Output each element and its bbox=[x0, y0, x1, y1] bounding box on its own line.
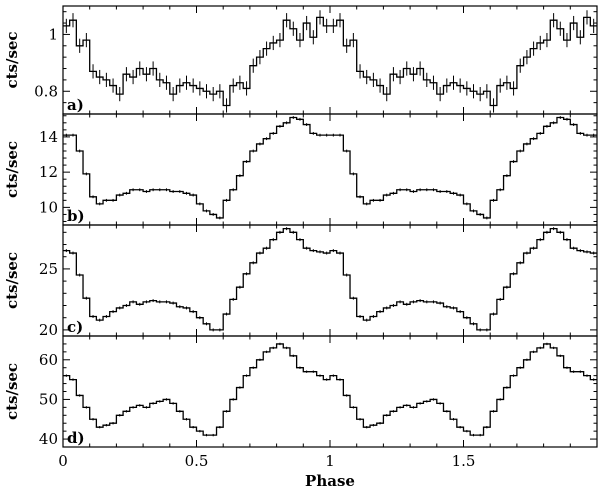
panel-label: c) bbox=[67, 318, 83, 336]
chart-panels: 0.8 1 a) cts/sec 10 12 14 b) cts/sec 20 25 c) cts/se… bbox=[3, 5, 598, 448]
y-axis-label: cts/sec bbox=[3, 252, 21, 309]
y-tick-label: 10 bbox=[39, 198, 58, 216]
x-axis-label: Phase bbox=[305, 472, 355, 489]
light-curve-step bbox=[63, 228, 597, 331]
y-tick-label: 0.8 bbox=[34, 82, 58, 100]
panel-frame bbox=[62, 113, 598, 226]
y-tick-label: 25 bbox=[39, 260, 58, 278]
panel-label: b) bbox=[67, 207, 85, 225]
y-tick-label: 50 bbox=[39, 390, 58, 408]
panel-3: 40 50 60 d) cts/sec bbox=[3, 335, 598, 448]
panel-frame bbox=[62, 224, 598, 337]
y-axis-label: cts/sec bbox=[3, 31, 21, 88]
y-tick-label: 60 bbox=[39, 351, 58, 369]
panel-1: 10 12 14 b) cts/sec bbox=[3, 113, 598, 226]
y-tick-label: 14 bbox=[39, 128, 58, 146]
y-axis-label: cts/sec bbox=[3, 363, 21, 420]
panel-frame bbox=[62, 335, 598, 448]
panel-label: a) bbox=[67, 96, 84, 114]
x-tick-label: 1 bbox=[325, 452, 335, 470]
x-tick-label: 0 bbox=[58, 452, 68, 470]
y-tick-label: 20 bbox=[39, 321, 58, 339]
panel-label: d) bbox=[67, 429, 85, 447]
panel-frame bbox=[62, 5, 598, 115]
light-curve-step bbox=[63, 116, 597, 219]
x-tick-label: 0.5 bbox=[185, 452, 209, 470]
panel-2: 20 25 c) cts/sec bbox=[3, 224, 598, 339]
panel-0: 0.8 1 a) cts/sec bbox=[3, 5, 598, 115]
x-axis: 0 0.5 1 1.5 bbox=[58, 452, 475, 470]
y-tick-label: 1 bbox=[48, 25, 58, 43]
light-curve-step bbox=[63, 16, 597, 107]
y-tick-label: 40 bbox=[39, 430, 58, 448]
light-curve-step bbox=[63, 343, 597, 436]
x-tick-label: 1.5 bbox=[452, 452, 476, 470]
y-tick-label: 12 bbox=[39, 163, 58, 181]
y-axis-label: cts/sec bbox=[3, 141, 21, 198]
